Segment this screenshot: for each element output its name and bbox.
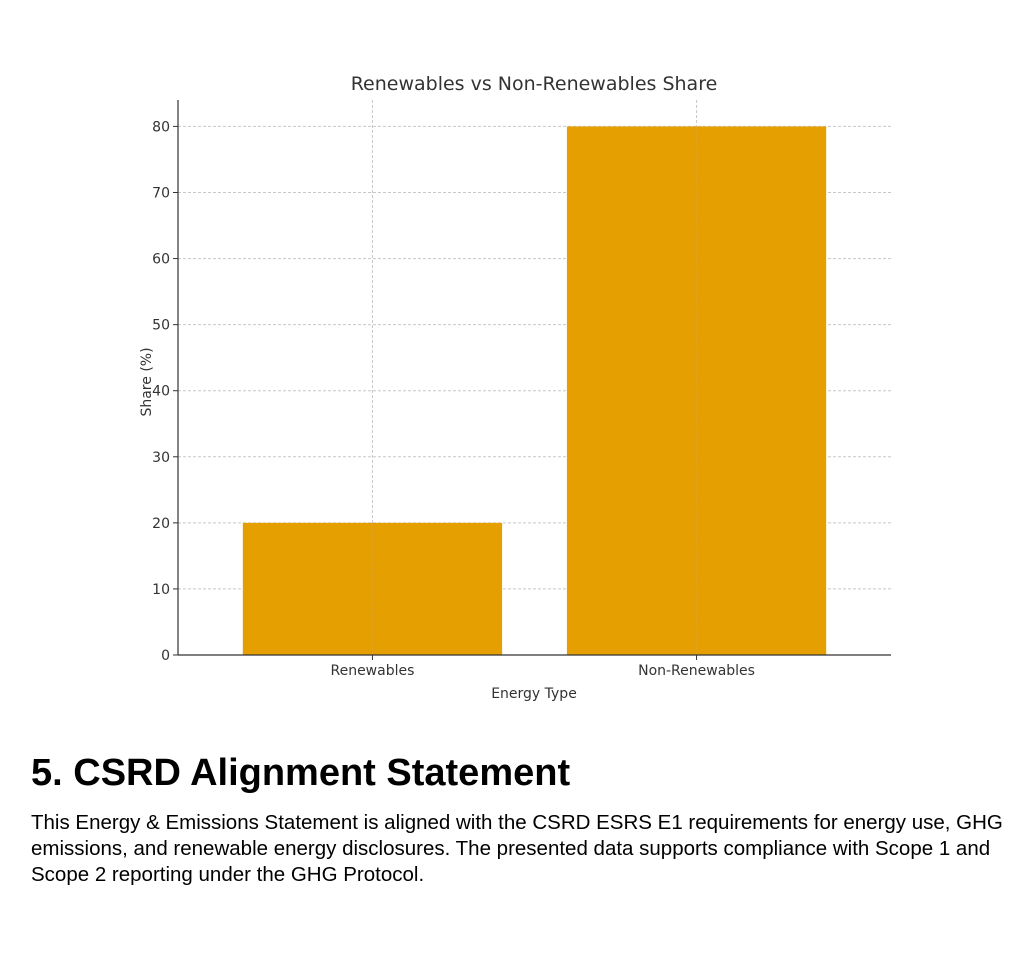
y-tick-label: 60 (152, 252, 170, 268)
chart-title: Renewables vs Non-Renewables Share (351, 73, 718, 95)
y-tick-label: 10 (152, 582, 170, 598)
x-tick-label: Renewables (330, 663, 414, 679)
y-tick-label: 0 (161, 648, 170, 664)
y-axis-label: Share (%) (139, 347, 155, 416)
share-bar-chart: 0 10 20 30 40 50 60 70 80 Renewables Non-Renewable… (139, 73, 891, 702)
y-tick-label: 50 (152, 318, 170, 334)
x-axis-label: Energy Type (491, 686, 577, 702)
y-tick-label: 20 (152, 516, 170, 532)
section-heading: 5. CSRD Alignment Statement (31, 752, 571, 794)
bars (242, 126, 827, 655)
x-tick-label: Non-Renewables (638, 663, 755, 679)
y-tick-label: 40 (152, 384, 170, 400)
y-tick-label: 70 (152, 186, 170, 202)
tick-labels: 0 10 20 30 40 50 60 70 80 Renewables Non-Renewable… (152, 119, 755, 679)
axes (173, 100, 891, 660)
bar-non-renewables (566, 126, 827, 655)
y-tick-label: 30 (152, 450, 170, 466)
y-tick-label: 80 (152, 119, 170, 135)
chart-canvas: 0 10 20 30 40 50 60 70 80 Renewables Non-Renewable… (139, 73, 891, 702)
section-body-text: This Energy & Emissions Statement is ali… (31, 811, 1003, 886)
